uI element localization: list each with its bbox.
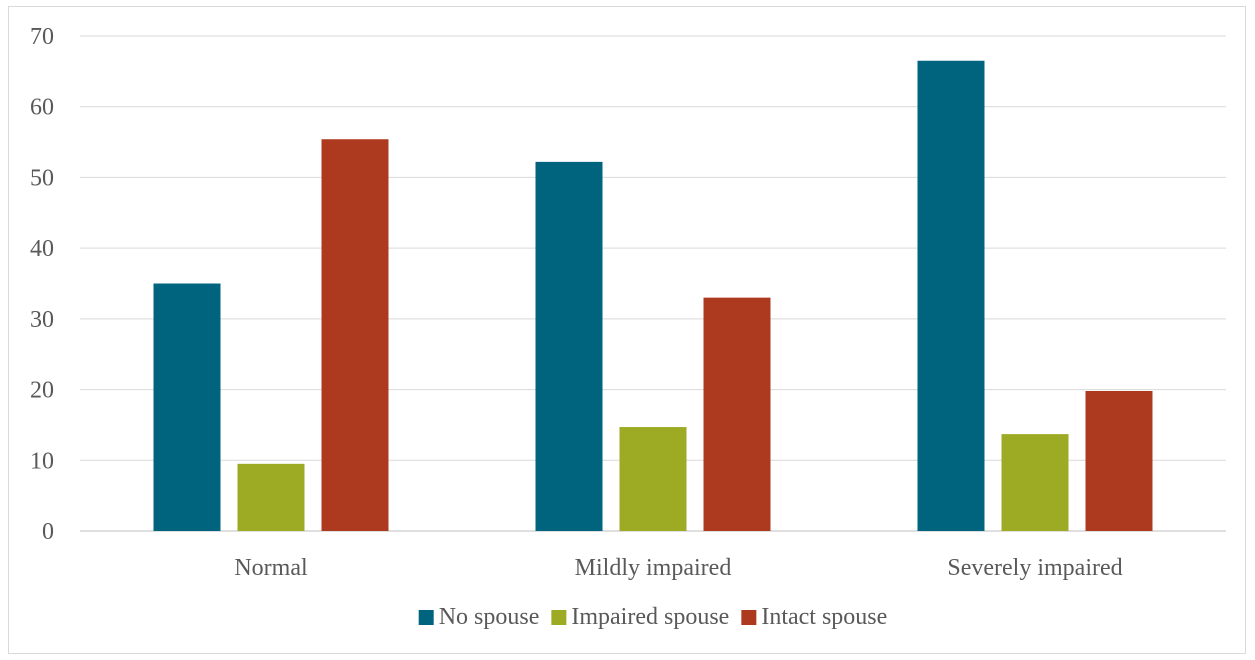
bar-no-spouse: [535, 161, 603, 531]
bar-intact-spouse: [703, 297, 771, 531]
bar-impaired-spouse: [237, 463, 305, 531]
legend-label: Intact spouse: [761, 604, 887, 630]
y-tick-label: 70: [30, 24, 54, 50]
y-tick-label: 10: [30, 448, 54, 474]
y-tick-label: 40: [30, 236, 54, 262]
y-tick-label: 30: [30, 307, 54, 333]
category-label: Mildly impaired: [575, 555, 732, 581]
category-label: Severely impaired: [947, 555, 1122, 581]
legend-label: No spouse: [439, 604, 540, 630]
category-label: Normal: [234, 555, 308, 581]
y-tick-label: 20: [30, 378, 54, 404]
bars: [153, 60, 1153, 531]
legend-swatch: [418, 610, 434, 625]
bar-no-spouse: [153, 283, 221, 531]
legend: No spouse Impaired spouse Intact spouse: [418, 604, 887, 630]
y-tick-label: 60: [30, 95, 54, 121]
bar-intact-spouse: [1085, 390, 1153, 531]
y-tick-label: 50: [30, 165, 54, 191]
bar-intact-spouse: [321, 139, 389, 531]
bar-impaired-spouse: [1001, 434, 1069, 531]
legend-swatch: [741, 610, 757, 625]
bar-no-spouse: [917, 60, 985, 531]
bar-impaired-spouse: [619, 427, 687, 531]
y-axis-tick-labels: 0 10 20 30 40 50 60 70: [30, 24, 54, 545]
y-tick-label: 0: [42, 519, 54, 545]
x-axis-category-labels: Normal Mildly impaired Severely impaired: [234, 555, 1122, 581]
legend-label: Impaired spouse: [571, 604, 729, 630]
legend-swatch: [551, 610, 567, 625]
